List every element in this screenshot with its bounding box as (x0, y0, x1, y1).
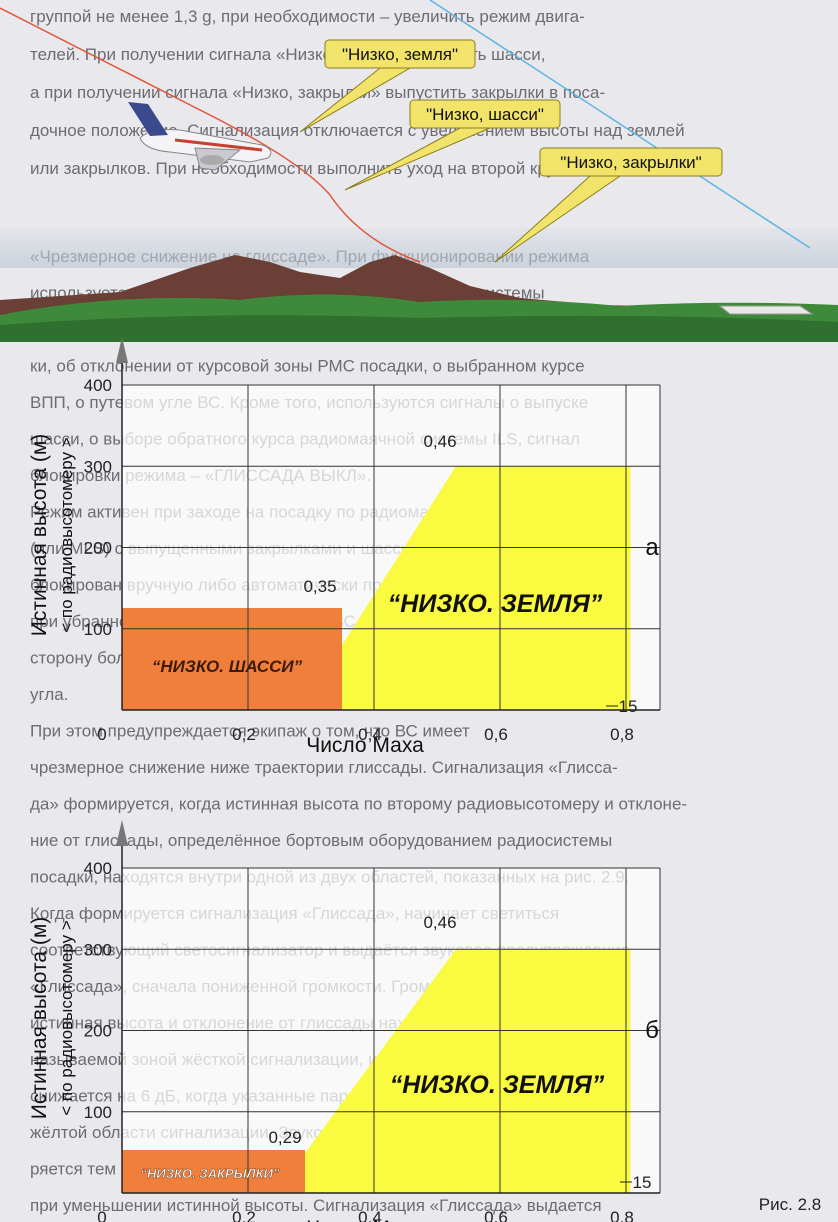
callout-box (539, 147, 723, 177)
callout-text: "Низко, земля" (342, 45, 458, 64)
x-tick-label: 0 (97, 725, 106, 744)
diagram: 100 200 300 400 0 0,2 0,4 0,6 0,8 Число Маха Истин… (28, 820, 661, 1222)
gear-zone (122, 1150, 305, 1193)
gear-zone (122, 608, 342, 710)
glide-slope (429, 0, 811, 249)
x-tick-label: 0,2 (232, 725, 256, 744)
gear-zone-label: “НИЗКО. ЗАКРЫЛКИ” (141, 1166, 280, 1181)
gear-zone-label: “НИЗКО. ШАССИ” (152, 657, 303, 676)
x-tick-label: 0,6 (484, 725, 508, 744)
text-line: да» формируется, когда истинная высота п… (30, 795, 687, 814)
text-line: ки, об отклонении от курсовой зоны РМС п… (30, 357, 585, 376)
x-tick-label: 0 (97, 1208, 106, 1222)
ground-front (0, 315, 838, 342)
annotation: 15 (633, 1173, 652, 1192)
callout-box (409, 99, 561, 129)
y-tick-label: 100 (84, 620, 112, 639)
annotation: 0,46 (423, 913, 456, 932)
y-axis-subtitle: < по радиовысотомеру > (57, 437, 76, 633)
annotation: 0,29 (268, 1128, 301, 1147)
annotation: 0,35 (303, 577, 336, 596)
terrain-zone-label: “НИЗКО. ЗЕМЛЯ” (388, 590, 603, 618)
x-tick-label: 0,4 (358, 1208, 382, 1222)
airplane (128, 102, 272, 171)
axis-arrow (116, 337, 128, 363)
axis-arrow (116, 820, 128, 846)
text-line: группой не менее 1,3 g, при необходимост… (30, 7, 585, 26)
x-tick-label: 0,8 (610, 725, 634, 744)
y-tick-label: 100 (84, 1103, 112, 1122)
text-line: чрезмерное снижение ниже траектории глис… (30, 758, 618, 777)
x-tick-label: 0,2 (232, 1208, 256, 1222)
diagram-letter: а (645, 534, 659, 561)
x-axis-title: Число Маха (306, 1217, 424, 1222)
y-tick-label: 200 (84, 1022, 112, 1041)
x-tick-label: 0,8 (610, 1208, 634, 1222)
callout-text: "Низко, закрылки" (560, 153, 701, 172)
y-tick-label: 400 (84, 859, 112, 878)
text-line: При этом предупреждается экипаж о том, ч… (30, 722, 470, 741)
x-tick-label: 0,4 (358, 725, 382, 744)
diagram: 100 200 300 400 0 0,2 0,4 0,6 0,8 Число Маха Истин… (28, 337, 661, 757)
text-line: а при получении сигнала «Низко, закрылки… (30, 83, 605, 102)
figure-caption: Рис. 2.8 (759, 1195, 821, 1214)
y-tick-label: 400 (84, 376, 112, 395)
y-axis-title: Истинная высота (м) (28, 917, 51, 1120)
flight-path (0, 7, 421, 263)
illustration: "Низко, земля" "Низко, шасси" "Низко, закр… (0, 0, 838, 342)
y-axis-title: Истинная высота (м) (28, 434, 51, 637)
text-line: при уменьшении истинной высоты. Сигнализ… (30, 1196, 602, 1215)
y-tick-label: 300 (84, 457, 112, 476)
text-line: дочное положение. Сигнализация отключает… (30, 121, 685, 140)
annotation: 15 (619, 697, 638, 716)
text-line: ние от глиссады, определённое бортовым о… (30, 831, 612, 850)
callout-text: "Низко, шасси" (426, 105, 544, 124)
terrain-zone-label: “НИЗКО. ЗЕМЛЯ” (390, 1071, 605, 1099)
runway (718, 305, 814, 315)
y-tick-label: 200 (84, 539, 112, 558)
y-tick-label: 300 (84, 940, 112, 959)
terrain-zone (342, 466, 631, 710)
x-axis-title: Число Маха (306, 734, 424, 757)
terrain-zone (305, 949, 631, 1193)
text-line: угла. (30, 685, 68, 704)
annotation: 0,46 (423, 432, 456, 451)
diagram-letter: б (645, 1017, 659, 1044)
callout-box (324, 39, 476, 69)
text-line: или закрылков. При необходимости выполни… (30, 159, 564, 178)
y-axis-subtitle: < по радиовысотомеру > (57, 920, 76, 1116)
x-tick-label: 0,6 (484, 1208, 508, 1222)
